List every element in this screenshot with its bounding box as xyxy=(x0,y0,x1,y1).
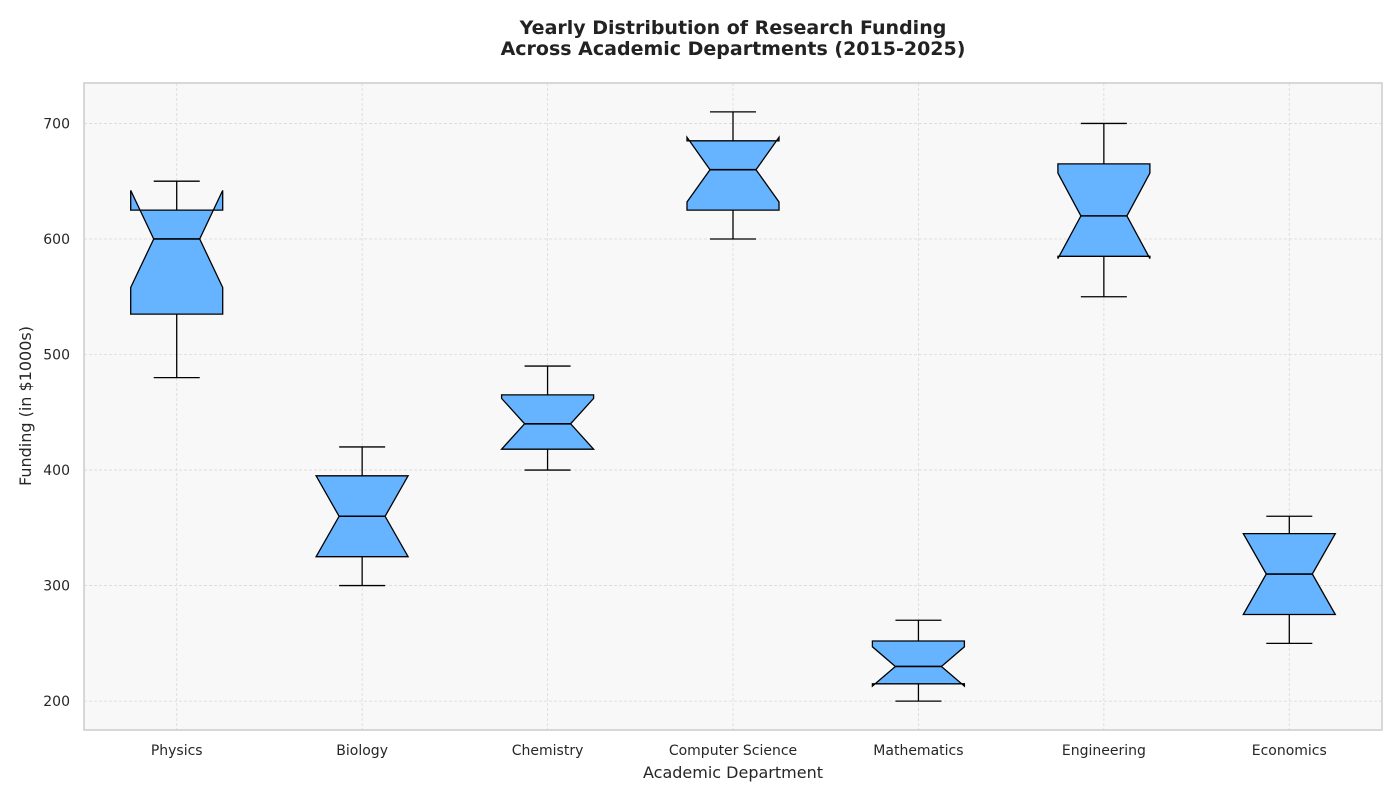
box-computer-science xyxy=(686,111,780,240)
box-mathematics xyxy=(871,619,966,702)
x-tick-label: Biology xyxy=(336,743,388,759)
box-biology xyxy=(314,446,410,587)
notched-box xyxy=(1057,163,1151,259)
x-tick-label: Computer Science xyxy=(669,743,797,759)
y-axis-label: Funding (in $1000s) xyxy=(16,326,35,486)
notched-box xyxy=(500,394,596,450)
y-tick-label: 200 xyxy=(43,694,70,710)
box-economics xyxy=(1242,515,1337,644)
x-axis-ticks: Physics Biology Chemistry Computer Science M… xyxy=(151,743,1327,759)
chart-title-line-1: Yearly Distribution of Research Funding xyxy=(519,17,947,39)
box-physics xyxy=(130,180,224,379)
box-chemistry xyxy=(500,365,596,471)
notched-box xyxy=(686,135,780,211)
y-tick-label: 300 xyxy=(43,579,70,595)
y-tick-label: 400 xyxy=(43,463,70,479)
x-tick-label: Mathematics xyxy=(873,743,963,759)
x-tick-label: Physics xyxy=(151,743,203,759)
y-tick-label: 500 xyxy=(43,348,70,364)
x-tick-label: Chemistry xyxy=(512,743,584,759)
notched-box xyxy=(871,640,966,688)
x-tick-label: Engineering xyxy=(1062,743,1146,759)
x-axis-label: Academic Department xyxy=(643,763,823,782)
plot-frame xyxy=(83,82,1383,731)
boxes xyxy=(130,111,1337,702)
y-tick-label: 600 xyxy=(43,232,70,248)
y-axis-ticks: 200 300 400 500 600 700 xyxy=(43,116,70,710)
chart-title-line-2: Across Academic Departments (2015-2025) xyxy=(501,38,966,60)
y-tick-label: 700 xyxy=(43,116,70,132)
notched-box xyxy=(130,190,224,315)
x-tick-label: Economics xyxy=(1252,743,1327,759)
box-engineering xyxy=(1057,122,1151,298)
